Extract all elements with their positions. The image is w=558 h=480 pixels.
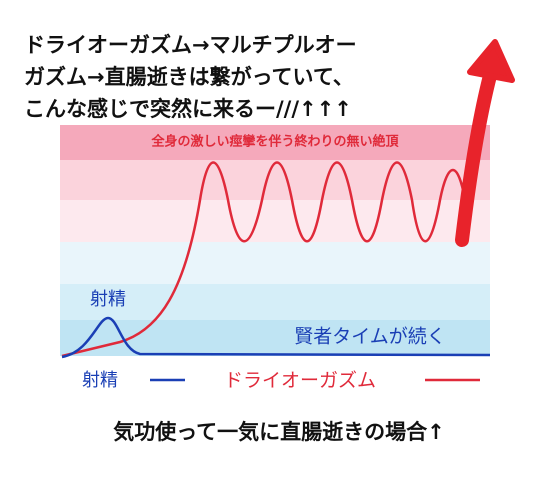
legend-label: ドライオーガズム: [224, 370, 376, 392]
big-arrow: [455, 61, 499, 247]
band: [60, 242, 490, 284]
band: [60, 200, 490, 242]
band: [60, 160, 490, 200]
legend-label: 射精: [82, 370, 118, 391]
ejaculation-curve: [61, 316, 491, 359]
band: [60, 284, 490, 320]
footer-caption: 気功使って一気に直腸逝きの場合↑: [113, 420, 445, 444]
arrow-head: [467, 39, 515, 83]
band-label: 全身の激しい痙攣を伴う終わりの無い絶頂: [150, 134, 399, 150]
header-line: ガズム→直腸逝きは繋がっていて、: [24, 65, 354, 89]
header-line: ドライオーガズム→マルチプルオー: [24, 33, 357, 57]
header-line: こんな感じで突然に来るー///↑↑↑: [24, 97, 352, 121]
peak-label: 射精: [90, 289, 126, 310]
dry-orgasm-curve: [61, 161, 467, 358]
band: [60, 125, 490, 160]
plateau-label: 賢者タイムが続く: [294, 326, 446, 348]
bands: [60, 125, 490, 356]
